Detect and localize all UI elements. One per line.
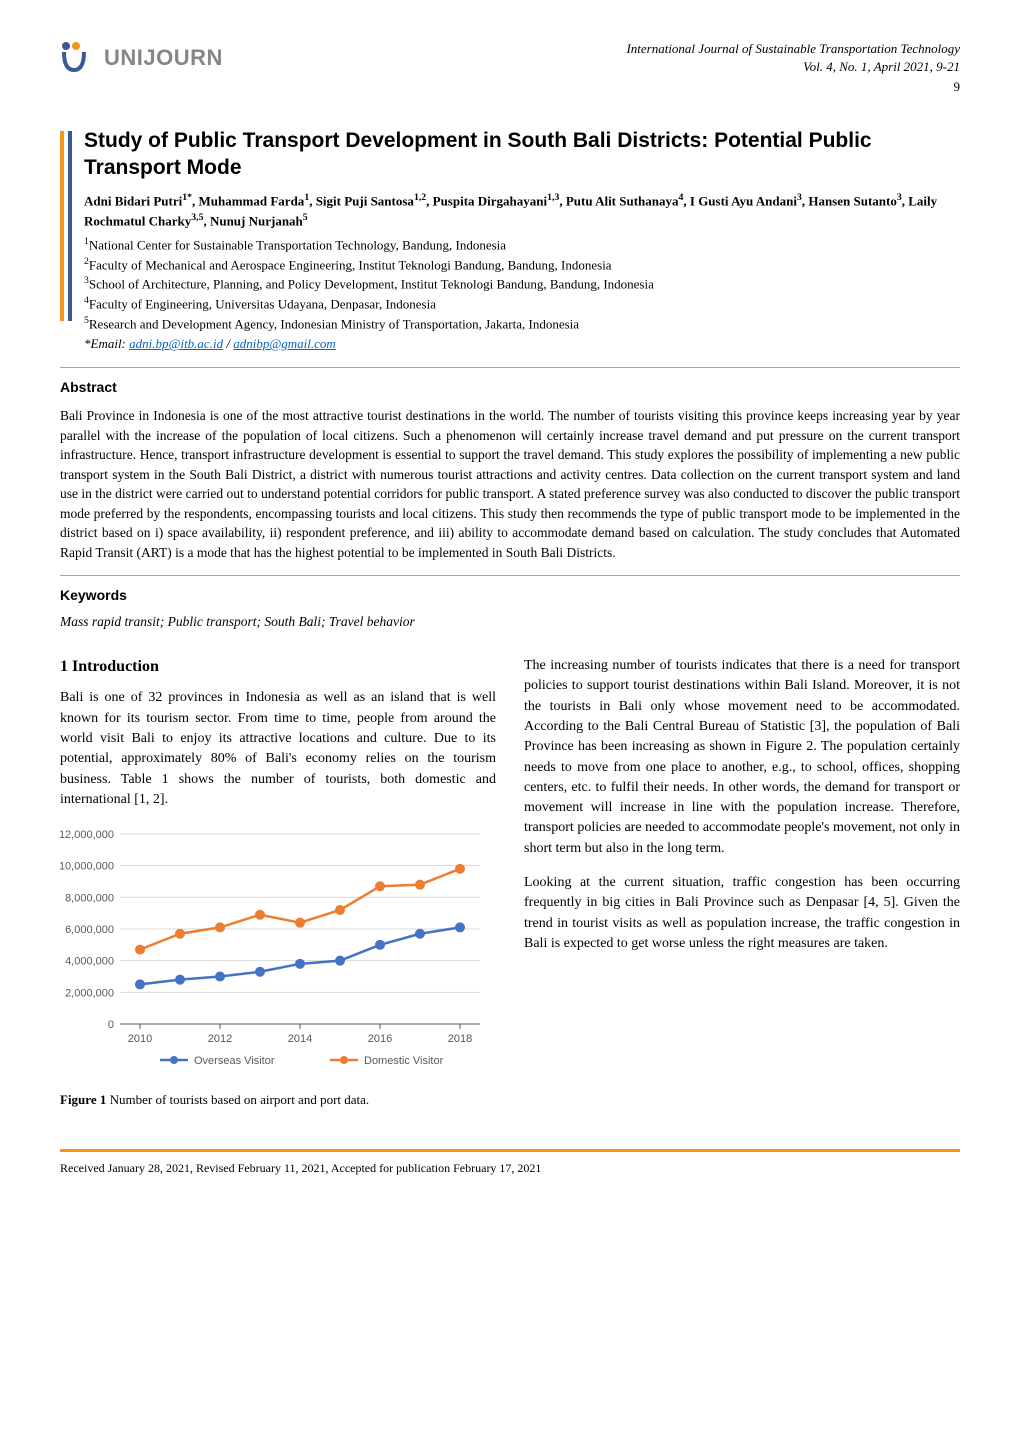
title-content: Study of Public Transport Development in… bbox=[84, 127, 960, 354]
title-accent-bars bbox=[60, 127, 72, 321]
introduction-heading: 1 Introduction bbox=[60, 656, 496, 678]
divider-orange bbox=[60, 575, 960, 576]
figure1-caption-label: Figure 1 bbox=[60, 1092, 106, 1107]
svg-text:2,000,000: 2,000,000 bbox=[65, 988, 114, 1000]
svg-text:12,000,000: 12,000,000 bbox=[60, 829, 114, 841]
keywords-heading: Keywords bbox=[60, 586, 960, 606]
title-bar-orange bbox=[60, 131, 64, 321]
svg-text:4,000,000: 4,000,000 bbox=[65, 956, 114, 968]
email-line: *Email: adni.bp@itb.ac.id / adnibp@gmail… bbox=[84, 334, 960, 354]
logo-icon bbox=[60, 40, 96, 76]
footer-divider bbox=[60, 1149, 960, 1152]
two-column-layout: 1 Introduction Bali is one of 32 provinc… bbox=[60, 656, 960, 1109]
svg-text:2018: 2018 bbox=[448, 1033, 472, 1045]
svg-text:2014: 2014 bbox=[288, 1033, 312, 1045]
svg-text:2012: 2012 bbox=[208, 1033, 232, 1045]
right-paragraph-2: Looking at the current situation, traffi… bbox=[524, 873, 960, 954]
svg-text:10,000,000: 10,000,000 bbox=[60, 861, 114, 873]
affiliations: 1National Center for Sustainable Transpo… bbox=[84, 235, 960, 354]
left-column: 1 Introduction Bali is one of 32 provinc… bbox=[60, 656, 496, 1109]
divider-orange bbox=[60, 367, 960, 368]
svg-text:Domestic Visitor: Domestic Visitor bbox=[364, 1055, 444, 1067]
figure1-chart: 0 2,000,000 4,000,000 6,000,000 8,000,000 10,… bbox=[60, 824, 496, 1081]
right-paragraph-1: The increasing number of tourists indica… bbox=[524, 656, 960, 859]
abstract-heading: Abstract bbox=[60, 378, 960, 398]
figure1-caption-text: Number of tourists based on airport and … bbox=[106, 1092, 369, 1107]
intro-paragraph: Bali is one of 32 provinces in Indonesia… bbox=[60, 688, 496, 810]
logo: UNIJOURN bbox=[60, 40, 223, 76]
journal-name: International Journal of Sustainable Tra… bbox=[626, 40, 960, 58]
svg-text:6,000,000: 6,000,000 bbox=[65, 924, 114, 936]
authors-line: Adni Bidari Putri1*, Muhammad Farda1, Si… bbox=[84, 191, 960, 231]
svg-text:2010: 2010 bbox=[128, 1033, 152, 1045]
header-row: UNIJOURN International Journal of Sustai… bbox=[60, 40, 960, 97]
title-bar-blue bbox=[68, 131, 72, 321]
svg-text:8,000,000: 8,000,000 bbox=[65, 893, 114, 905]
svg-text:Overseas Visitor: Overseas Visitor bbox=[194, 1055, 275, 1067]
svg-text:0: 0 bbox=[108, 1019, 114, 1031]
figure1-caption: Figure 1 Number of tourists based on air… bbox=[60, 1091, 496, 1109]
svg-text:2016: 2016 bbox=[368, 1033, 392, 1045]
journal-info: International Journal of Sustainable Tra… bbox=[626, 40, 960, 97]
logo-text: UNIJOURN bbox=[104, 43, 223, 74]
page-number: 9 bbox=[626, 78, 960, 96]
abstract-body: Bali Province in Indonesia is one of the… bbox=[60, 406, 960, 563]
right-column: The increasing number of tourists indica… bbox=[524, 656, 960, 1109]
footer-received: Received January 28, 2021, Revised Febru… bbox=[60, 1160, 960, 1177]
keywords-body: Mass rapid transit; Public transport; So… bbox=[60, 613, 960, 632]
article-title: Study of Public Transport Development in… bbox=[84, 127, 960, 182]
journal-issue: Vol. 4, No. 1, April 2021, 9-21 bbox=[626, 58, 960, 76]
figure1-svg: 0 2,000,000 4,000,000 6,000,000 8,000,000 10,… bbox=[60, 824, 490, 1074]
title-block: Study of Public Transport Development in… bbox=[60, 127, 960, 354]
